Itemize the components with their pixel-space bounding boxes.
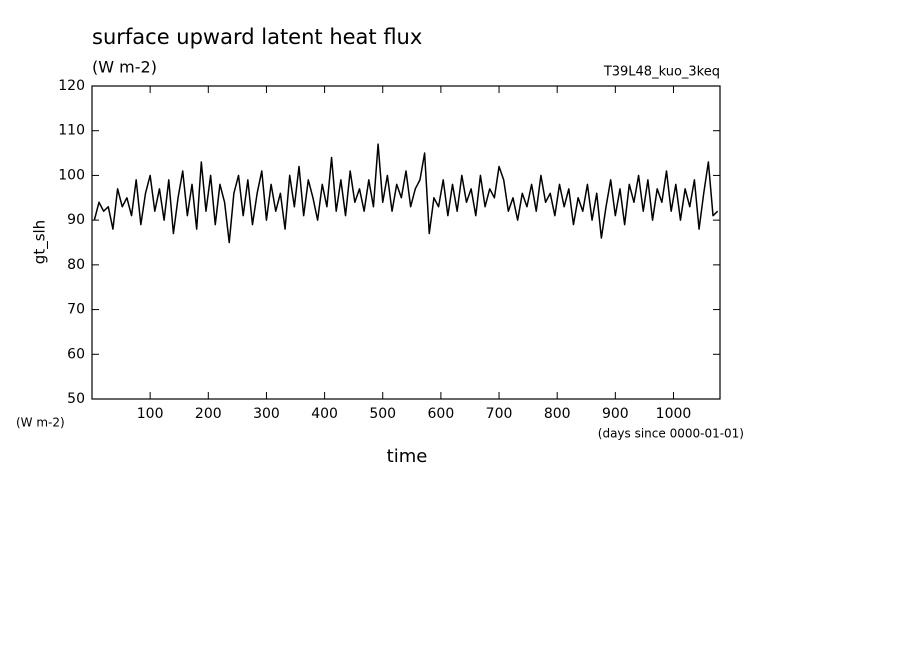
x-tick-label: 400: [311, 406, 338, 422]
y-tick-label: 90: [67, 212, 85, 228]
x-tick-label: 700: [486, 406, 513, 422]
y-tick-label: 100: [58, 167, 85, 183]
x-tick-label: 1000: [656, 406, 692, 422]
y-tick-label: 110: [58, 123, 85, 139]
x-axis-label: time: [387, 446, 428, 467]
plot-frame: [91, 85, 721, 400]
x-tick-label: 800: [544, 406, 571, 422]
chart-title: surface upward latent heat flux: [92, 25, 422, 49]
y-tick-label: 120: [58, 78, 85, 94]
run-label: T39L48_kuo_3keq: [603, 65, 720, 80]
y-axis-unit: (W m-2): [16, 416, 65, 430]
y-axis-label: gt_slh: [31, 220, 50, 264]
y-tick-label: 80: [67, 257, 85, 273]
x-axis-unit: (days since 0000-01-01): [598, 427, 744, 441]
x-tick-label: 500: [369, 406, 396, 422]
x-tick-label: 600: [428, 406, 455, 422]
x-tick-label: 300: [253, 406, 280, 422]
y-tick-label: 50: [67, 391, 85, 407]
x-tick-label: 100: [137, 406, 164, 422]
chart-subtitle: (W m-2): [92, 58, 157, 77]
x-tick-label: 200: [195, 406, 222, 422]
x-tick-label: 900: [602, 406, 629, 422]
y-tick-label: 70: [67, 302, 85, 318]
data-line: [93, 143, 719, 244]
y-tick-label: 60: [67, 346, 85, 362]
